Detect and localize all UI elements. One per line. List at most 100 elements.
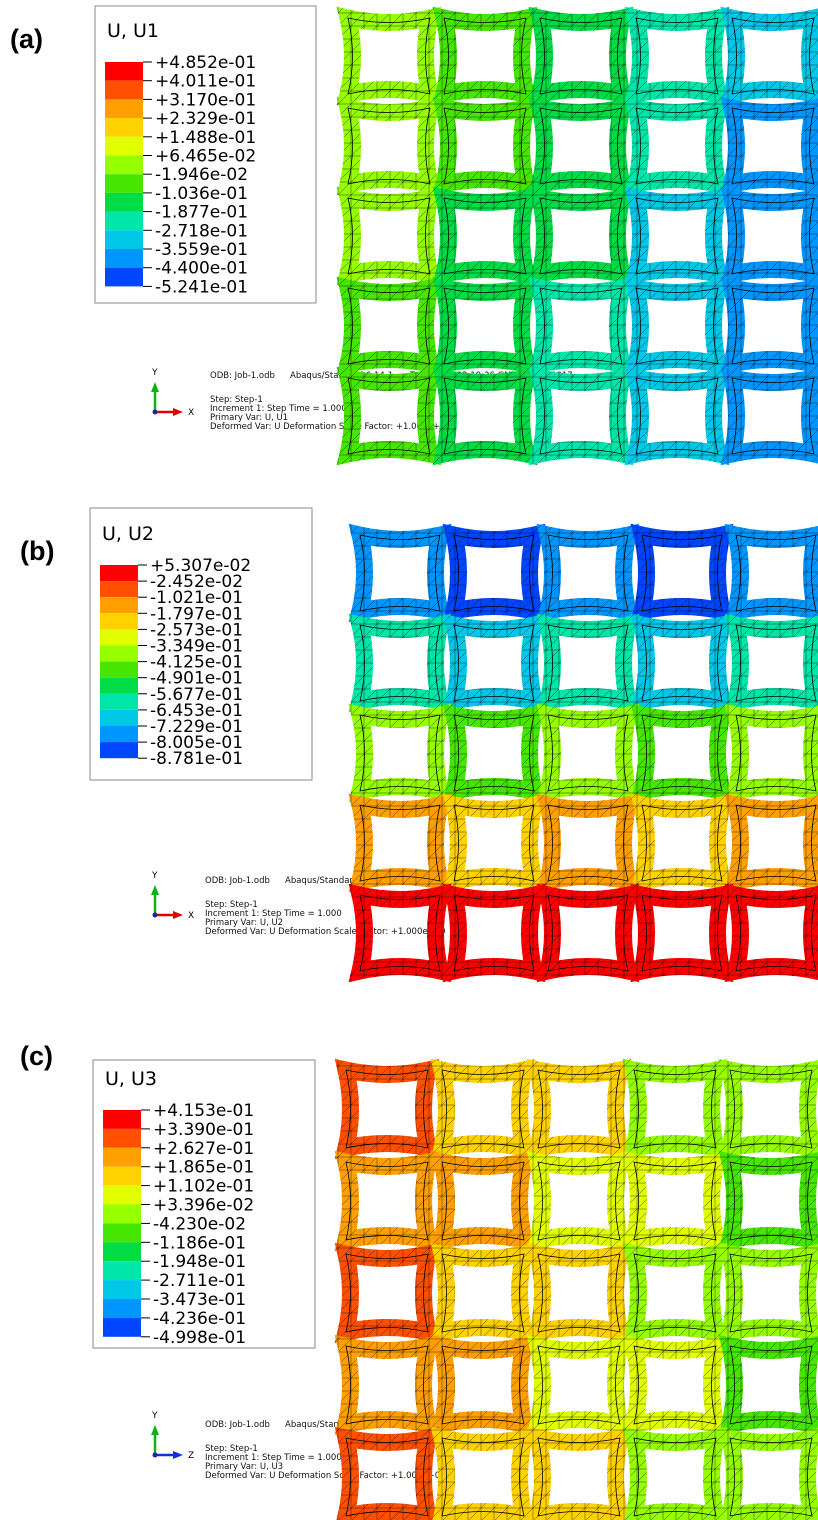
mesh-lines	[540, 378, 622, 454]
mesh	[360, 535, 816, 971]
mesh-lines	[360, 805, 440, 881]
legend-swatch	[100, 726, 138, 742]
panel-label: (b)	[20, 536, 54, 566]
triad-origin	[153, 1453, 158, 1458]
mesh-lines	[444, 198, 526, 274]
triad-origin	[153, 410, 158, 415]
mesh-lines	[636, 108, 718, 184]
legend-swatch	[103, 1280, 141, 1299]
legend-value: -4.236e-01	[153, 1309, 246, 1329]
mesh-lines	[732, 18, 814, 94]
mesh-lines	[636, 378, 718, 454]
mesh-lines	[540, 108, 622, 184]
mesh-lines	[642, 535, 722, 611]
legend-swatch	[100, 742, 138, 758]
mesh-lines	[634, 1438, 716, 1516]
mesh-lines	[442, 1438, 524, 1516]
legend-swatch	[103, 1205, 141, 1224]
mesh-lines	[634, 1254, 716, 1332]
legend-value: +1.865e-01	[153, 1158, 254, 1178]
legend-swatch	[100, 565, 138, 581]
mesh-lines	[538, 1070, 620, 1148]
legend-swatch	[103, 1223, 141, 1242]
info-odb: ODB: Job-1.odb	[205, 1420, 270, 1430]
legend-swatch	[100, 662, 138, 678]
legend-swatch	[105, 249, 143, 268]
legend-swatch	[100, 646, 138, 662]
panel-label: (c)	[20, 1041, 53, 1071]
legend-value: +1.488e-01	[155, 128, 256, 148]
info-deformed: Deformed Var: U Deformation Scale Factor…	[210, 422, 451, 432]
mesh-lines	[548, 805, 628, 881]
triad-up-label: Y	[151, 368, 158, 378]
legend-value: -2.711e-01	[153, 1271, 246, 1291]
mesh-lines	[730, 1346, 812, 1424]
info-odb: ODB: Job-1.odb	[205, 876, 270, 886]
mesh-lines	[454, 625, 534, 701]
info-deformed: Deformed Var: U Deformation Scale Factor…	[205, 927, 446, 937]
mesh-lines	[454, 535, 534, 611]
legend-swatch	[103, 1148, 141, 1167]
legend-value: -1.877e-01	[155, 203, 248, 223]
legend-swatch	[103, 1110, 141, 1129]
legend-swatch	[103, 1318, 141, 1337]
legend-value: -2.718e-01	[155, 221, 248, 241]
mesh-lines	[348, 378, 430, 454]
figure: (a)ODB: Job-1.odbAbaqus/Standard 6.14-1T…	[0, 0, 818, 1520]
mesh-lines	[730, 1254, 812, 1332]
mesh-lines	[454, 715, 534, 791]
mesh-lines	[732, 198, 814, 274]
triad-up-head	[151, 382, 159, 392]
legend-swatch	[103, 1299, 141, 1318]
mesh-lines	[348, 288, 430, 364]
legend-swatch	[100, 694, 138, 710]
legend-swatch	[100, 678, 138, 694]
legend-swatch	[100, 597, 138, 613]
legend-value: -1.036e-01	[155, 184, 248, 204]
mesh-lines	[444, 18, 526, 94]
legend-value: +3.170e-01	[155, 90, 256, 110]
mesh-lines	[454, 895, 534, 971]
legend-value: -1.948e-01	[153, 1252, 246, 1272]
legend-swatch	[105, 118, 143, 137]
legend-swatch	[100, 613, 138, 629]
mesh-lines	[642, 715, 722, 791]
mesh-lines	[444, 378, 526, 454]
triad-up-head	[151, 1425, 159, 1435]
mesh-lines	[348, 18, 430, 94]
mesh-lines	[442, 1346, 524, 1424]
mesh-lines	[548, 535, 628, 611]
legend-swatch	[105, 99, 143, 118]
legend-swatch	[105, 81, 143, 100]
mesh-lines	[548, 625, 628, 701]
legend-value: -4.998e-01	[153, 1328, 246, 1348]
mesh-lines	[346, 1162, 428, 1240]
mesh-lines	[730, 1162, 812, 1240]
legend-value: +1.102e-01	[153, 1177, 254, 1197]
legend-title: U, U2	[102, 523, 154, 545]
legend-swatch	[103, 1129, 141, 1148]
legend-title: U, U1	[107, 20, 159, 42]
mesh-lines	[540, 18, 622, 94]
mesh-lines	[548, 715, 628, 791]
triad-up-label: Y	[151, 871, 158, 881]
info-odb: ODB: Job-1.odb	[210, 371, 275, 381]
mesh-lines	[634, 1070, 716, 1148]
mesh-lines	[732, 108, 814, 184]
legend-swatch	[105, 230, 143, 249]
mesh-lines	[442, 1162, 524, 1240]
mesh-lines	[736, 895, 816, 971]
mesh-lines	[636, 198, 718, 274]
mesh-lines	[642, 895, 722, 971]
mesh-lines	[736, 715, 816, 791]
mesh	[348, 18, 814, 454]
mesh-lines	[634, 1162, 716, 1240]
mesh-lines	[736, 805, 816, 881]
mesh-lines	[538, 1162, 620, 1240]
mesh-lines	[540, 288, 622, 364]
mesh-lines	[736, 625, 816, 701]
mesh-lines	[642, 625, 722, 701]
mesh-lines	[730, 1070, 812, 1148]
triad-origin	[153, 913, 158, 918]
mesh-lines	[346, 1346, 428, 1424]
